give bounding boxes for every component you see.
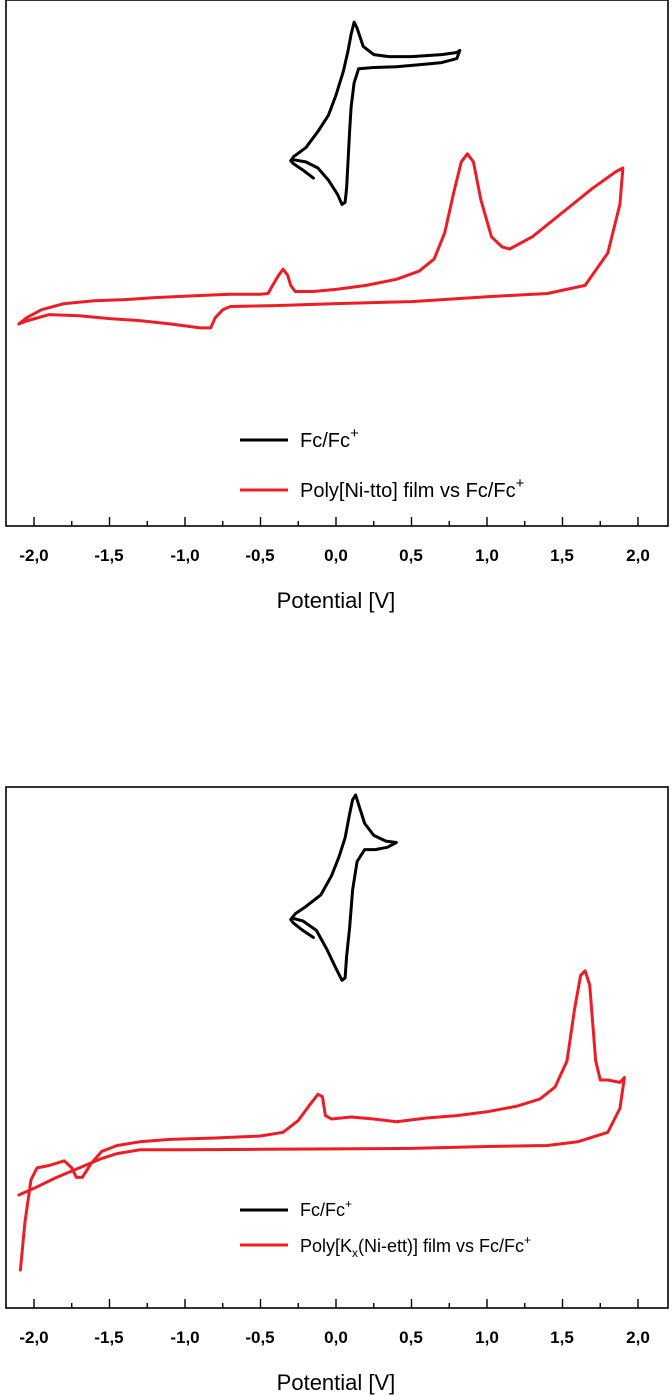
plot-frame-top	[5, 0, 669, 527]
curve-fc	[289, 793, 398, 982]
tick-marks-top	[33, 517, 639, 526]
curve-film	[17, 969, 626, 1272]
x-axis-label-bottom: Potential [V]	[277, 1370, 396, 1395]
legend-entry-fc: Fc/Fc+	[300, 425, 359, 452]
legend-entry-fc: Fc/Fc+	[300, 1197, 352, 1220]
chart-panel-top: -2,0 -1,5 -1,0 -0,5 0,0 0,5 1,0 1,5 2,0 …	[5, 0, 669, 613]
series-line-fc-bottom	[289, 793, 398, 982]
tick-label: 0,0	[324, 546, 348, 565]
chart-panel-bottom: -2,0 -1,5 -1,0 -0,5 0,0 0,5 1,0 1,5 2,0 …	[5, 786, 669, 1395]
tick-label: 1,5	[550, 1328, 574, 1347]
tick-label: 0,5	[399, 1328, 423, 1347]
legend-bottom: Fc/Fc+ Poly[Kx(Ni-ett)] film vs Fc/Fc+	[240, 1197, 531, 1260]
tick-label: -0,5	[245, 1328, 274, 1347]
tick-label: 1,0	[475, 546, 499, 565]
curve-fc	[289, 20, 462, 206]
plot-frame-bottom	[5, 786, 669, 1309]
series-line-film-top	[17, 152, 625, 330]
tick-label: -1,5	[94, 546, 123, 565]
tick-label: -1,5	[94, 1328, 123, 1347]
tick-labels-top: -2,0 -1,5 -1,0 -0,5 0,0 0,5 1,0 1,5 2,0	[19, 546, 649, 565]
tick-label: -0,5	[245, 546, 274, 565]
tick-label: -2,0	[19, 546, 48, 565]
x-axis-label-top: Potential [V]	[277, 588, 396, 613]
curve-film	[17, 152, 625, 330]
tick-label: 0,0	[324, 1328, 348, 1347]
legend-entry-film: Poly[Kx(Ni-ett)] film vs Fc/Fc+	[300, 1233, 531, 1260]
tick-labels-bottom: -2,0 -1,5 -1,0 -0,5 0,0 0,5 1,0 1,5 2,0	[19, 1328, 649, 1347]
tick-marks-bottom	[33, 1299, 639, 1308]
tick-label: 1,5	[550, 546, 574, 565]
tick-label: 1,0	[475, 1328, 499, 1347]
legend-entry-film: Poly[Ni-tto] film vs Fc/Fc+	[300, 475, 525, 502]
tick-label: 2,0	[626, 546, 650, 565]
tick-label: -1,0	[170, 546, 199, 565]
tick-label: 2,0	[626, 1328, 650, 1347]
legend-top: Fc/Fc+ Poly[Ni-tto] film vs Fc/Fc+	[240, 425, 525, 502]
tick-label: 0,5	[399, 546, 423, 565]
series-line-film-bottom	[17, 969, 626, 1272]
series-line-fc-top	[289, 20, 462, 206]
tick-label: -2,0	[19, 1328, 48, 1347]
tick-label: -1,0	[170, 1328, 199, 1347]
